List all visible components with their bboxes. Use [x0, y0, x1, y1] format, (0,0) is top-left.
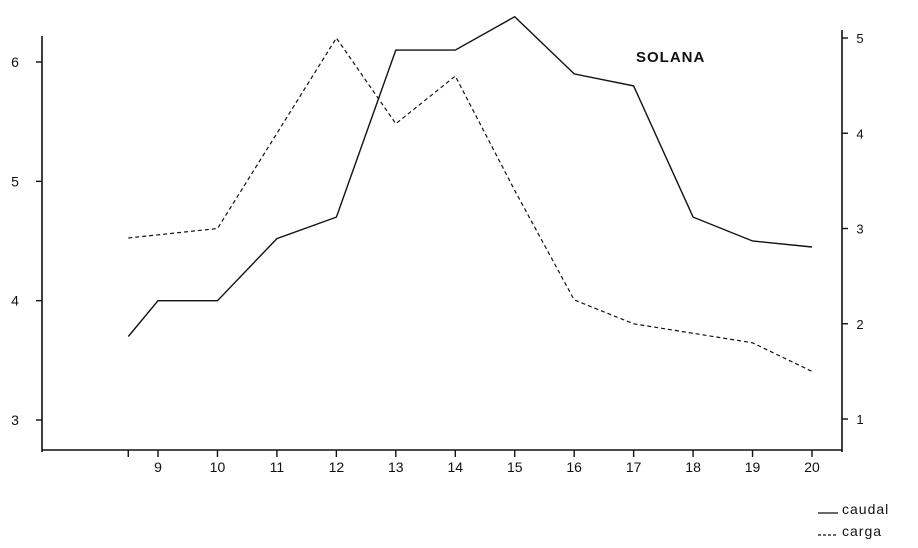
- legend-label-caudal: caudal: [842, 501, 889, 517]
- left-y-tick-label: 4: [11, 293, 19, 309]
- x-tick-label: 10: [210, 459, 226, 475]
- axes: [41, 30, 843, 452]
- x-tick-label: 20: [804, 459, 820, 475]
- x-tick-label: 9: [154, 459, 162, 475]
- right-y-tick-label: 2: [856, 317, 863, 332]
- right-y-tick-label: 5: [856, 31, 863, 46]
- x-tick-label: 12: [329, 459, 345, 475]
- x-tick-label: 11: [270, 459, 285, 475]
- x-tick-label: 15: [507, 459, 523, 475]
- x-tick-label: 17: [626, 459, 642, 475]
- right-y-tick-label: 3: [856, 222, 863, 237]
- series-lines: [127, 15, 813, 372]
- right-y-tick-label: 1: [856, 412, 863, 427]
- right-y-tick-label: 4: [856, 126, 863, 141]
- x-tick-label: 16: [566, 459, 582, 475]
- x-tick-label: 14: [447, 459, 463, 475]
- series-line-carga: [128, 36, 813, 372]
- left-y-tick-label: 3: [11, 412, 19, 428]
- chart-title: SOLANA: [636, 49, 705, 66]
- left-y-tick-label: 6: [11, 54, 19, 70]
- x-tick-label: 18: [685, 459, 701, 475]
- legend: caudal carga: [818, 501, 889, 539]
- x-tick-label: 19: [745, 459, 761, 475]
- legend-label-carga: carga: [842, 523, 882, 539]
- left-y-tick-label: 5: [11, 173, 19, 189]
- x-tick-label: 13: [388, 459, 404, 475]
- series-line-caudal: [127, 15, 813, 337]
